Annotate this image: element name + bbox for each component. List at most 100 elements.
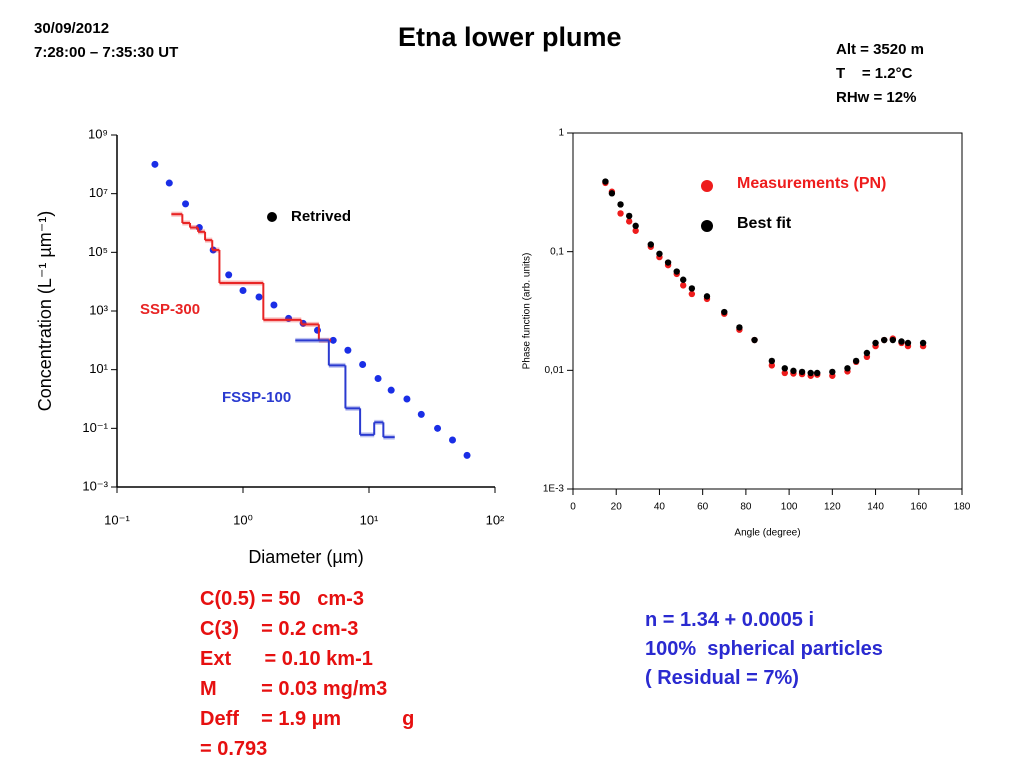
condition-line: T = 1.2°C: [836, 65, 913, 82]
result-line: = 0.793: [200, 738, 268, 760]
results-right: n = 1.34 + 0.0005 i 100% spherical partic…: [645, 606, 883, 693]
data-point: [463, 451, 471, 459]
data-point: [434, 424, 442, 432]
data-point: [919, 339, 927, 347]
data-point: [768, 362, 776, 369]
data-point: [602, 178, 609, 185]
legend-marker: [701, 220, 713, 232]
data-point: [239, 286, 247, 294]
result-line: Deff = 1.9 µm g: [200, 708, 415, 730]
data-point: [790, 367, 797, 375]
y-tick-label: 1E-3: [543, 484, 565, 495]
data-point: [673, 268, 680, 275]
y-tick-label: 0,01: [545, 365, 565, 376]
data-point: [829, 368, 836, 376]
legend-label: Measurements (PN): [737, 175, 886, 192]
data-point: [313, 326, 321, 334]
data-point: [403, 395, 411, 403]
data-point: [781, 369, 788, 377]
result-line: C(0.5) = 50 cm-3: [200, 588, 364, 610]
data-point: [814, 369, 821, 377]
x-tick-label: 10²: [486, 512, 505, 527]
y-tick-label: 10³: [89, 302, 108, 317]
x-tick-label: 20: [611, 502, 623, 513]
x-tick-label: 160: [910, 502, 927, 513]
data-point: [904, 339, 912, 347]
y-tick-label: 10⁻¹: [82, 420, 108, 435]
data-point: [625, 212, 633, 220]
data-point: [359, 361, 367, 369]
data-point: [807, 369, 814, 377]
condition-line: RHw = 12%: [836, 89, 917, 106]
data-point: [225, 271, 233, 279]
x-tick-label: 10⁻¹: [104, 512, 130, 527]
time: 7:28:00 – 7:35:30 UT: [34, 44, 179, 61]
data-point: [344, 346, 352, 354]
data-point: [270, 301, 278, 309]
data-point: [688, 285, 696, 292]
data-point: [608, 190, 616, 197]
data-point: [182, 200, 190, 208]
result-line: Ext = 0.10 km-1: [200, 648, 373, 670]
data-point: [721, 308, 728, 316]
data-point: [632, 227, 639, 234]
title: Etna lower plume: [398, 22, 622, 52]
legend-marker: [701, 180, 713, 192]
data-point: [781, 365, 788, 372]
result-line: C(3) = 0.2 cm-3: [200, 618, 359, 640]
data-point: [863, 349, 871, 357]
data-point: [617, 210, 624, 217]
data-point: [898, 338, 905, 345]
results-left: C(0.5) = 50 cm-3 C(3) = 0.2 cm-3 Ext = 0.1…: [200, 584, 414, 764]
data-point: [768, 357, 776, 365]
data-point: [680, 276, 687, 283]
x-tick-label: 80: [740, 502, 752, 513]
data-point: [872, 339, 879, 347]
data-point: [329, 336, 337, 344]
series-label: SSP-300: [140, 301, 200, 318]
data-point: [656, 250, 663, 257]
data-point: [889, 336, 897, 344]
x-tick-label: 140: [867, 502, 884, 513]
data-point: [736, 324, 743, 331]
data-point: [417, 410, 425, 418]
data-point: [625, 218, 633, 225]
condition-line: Alt = 3520 m: [836, 41, 924, 58]
data-point: [374, 374, 382, 382]
y-axis-label: Concentration (L⁻¹ µm⁻¹): [35, 211, 55, 411]
plot-frame: [572, 132, 963, 490]
data-point: [881, 336, 888, 344]
y-tick-label: 10⁹: [88, 126, 108, 141]
x-tick-label: 180: [954, 502, 971, 513]
conditions: Alt = 3520 m T = 1.2°C RHw = 12%: [836, 38, 924, 110]
data-point: [680, 282, 687, 289]
y-tick-label: 10⁵: [88, 244, 108, 259]
data-point: [632, 222, 639, 230]
x-tick-label: 60: [697, 502, 709, 513]
data-point: [688, 290, 696, 298]
y-tick-label: 10⁻³: [82, 478, 108, 493]
x-tick-label: 100: [781, 502, 798, 513]
result-line: M = 0.03 mg/m3: [200, 678, 388, 700]
data-point: [151, 160, 159, 168]
x-axis-label: Diameter (µm): [248, 547, 363, 567]
data-point: [703, 293, 711, 300]
result-line: ( Residual = 7%): [645, 667, 799, 689]
x-tick-label: 0: [570, 502, 576, 513]
legend-marker: [267, 212, 277, 222]
x-tick-label: 120: [824, 502, 841, 513]
x-axis-label: Angle (degree): [734, 528, 800, 539]
data-point: [798, 368, 806, 376]
data-point: [255, 293, 263, 301]
y-axis-label: Phase function (arb. units): [522, 253, 533, 370]
y-tick-label: 0,1: [550, 246, 564, 257]
data-point: [449, 436, 457, 444]
date: 30/09/2012: [34, 20, 110, 37]
data-point: [844, 365, 851, 372]
y-tick-label: 10⁷: [89, 185, 108, 200]
data-point: [165, 179, 173, 187]
y-tick-label: 1: [558, 128, 564, 139]
data-point: [387, 386, 395, 394]
